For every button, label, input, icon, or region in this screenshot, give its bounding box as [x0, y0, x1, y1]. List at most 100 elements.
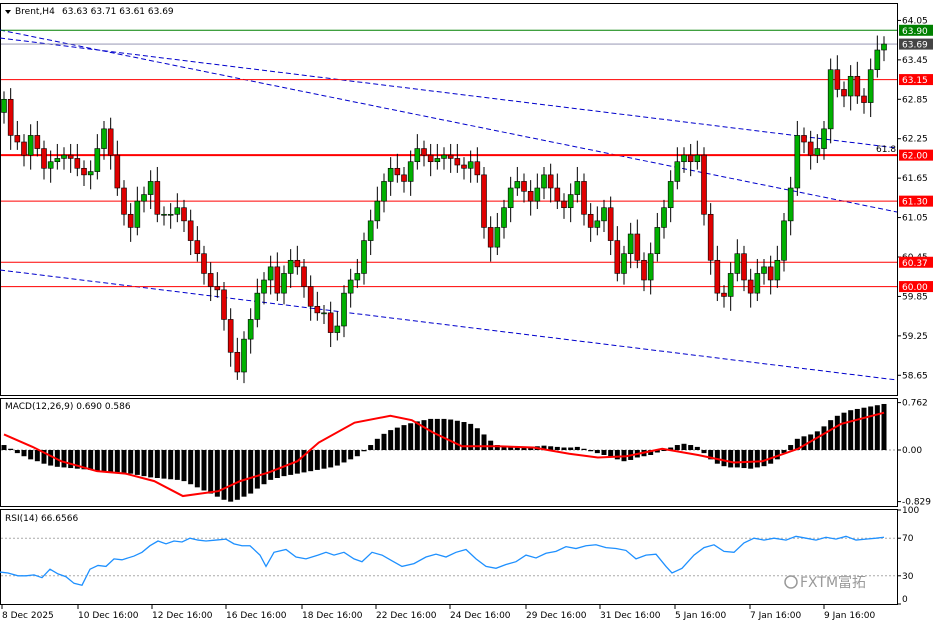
candle: [541, 166, 547, 200]
candle: [487, 216, 494, 262]
candle: [701, 147, 707, 226]
candle: [381, 173, 387, 213]
macd-histogram-bar: [568, 447, 574, 451]
candle: [747, 268, 754, 308]
rsi-panel-frame: [0, 509, 898, 605]
candle: [561, 193, 567, 219]
macd-histogram-bar: [461, 422, 467, 451]
price-tick-label: 62.85: [902, 95, 928, 105]
candle: [274, 252, 281, 302]
candle-body: [314, 305, 321, 314]
candle-body: [307, 286, 314, 307]
macd-histogram-bar: [234, 450, 240, 500]
macd-histogram-bar: [881, 403, 887, 451]
candle-body: [607, 207, 614, 241]
level-tag-label: 60.00: [902, 283, 928, 293]
candle-body: [847, 75, 854, 97]
candle: [134, 186, 141, 236]
candle: [621, 245, 627, 285]
macd-histogram-bar: [228, 450, 234, 502]
candlesticks: [1, 35, 887, 384]
candle: [667, 170, 674, 223]
candle-body: [747, 279, 754, 294]
macd-histogram-bar: [274, 450, 280, 479]
time-tick-label: 9 Jan 16:00: [824, 611, 876, 621]
candle: [734, 239, 741, 282]
macd-histogram-bar: [348, 450, 354, 460]
macd-histogram-bar: [268, 450, 274, 480]
candle-body: [434, 158, 441, 163]
rsi-tick-label: 0: [902, 595, 908, 605]
macd-histogram-bar: [548, 446, 554, 451]
candle: [594, 206, 601, 236]
macd-histogram-bar: [134, 450, 140, 475]
rsi-tick-label: 100: [902, 506, 919, 516]
level-tag: [899, 74, 933, 86]
candle-body: [661, 207, 667, 228]
candle: [167, 203, 174, 229]
candle: [741, 245, 747, 292]
candle: [74, 143, 81, 177]
candle-body: [21, 141, 27, 156]
candle: [47, 150, 54, 183]
candle-body: [107, 128, 114, 156]
macd-histogram-bar: [314, 450, 320, 470]
candle-body: [61, 154, 67, 159]
candle-body: [827, 69, 834, 130]
candle-body: [187, 220, 194, 241]
candle-body: [241, 338, 247, 373]
candle: [567, 183, 574, 223]
candle: [474, 147, 481, 183]
macd-histogram-bar: [388, 430, 394, 451]
candle: [574, 166, 581, 203]
candle-body: [874, 49, 881, 71]
candle: [427, 143, 434, 177]
candle-body: [194, 240, 201, 255]
macd-histogram-bar: [14, 450, 20, 454]
macd-histogram-bar: [448, 419, 454, 451]
candle: [127, 203, 134, 242]
macd-histogram-bar: [161, 450, 167, 479]
candle-body: [601, 207, 607, 222]
candle: [314, 291, 321, 321]
chart-header: Brent,H4 63.63 63.71 63.61 63.69: [5, 7, 174, 17]
macd-histogram-bar: [114, 450, 120, 473]
candle-body: [581, 181, 587, 215]
candle-body: [374, 200, 381, 222]
candle: [367, 209, 374, 256]
macd-histogram-bar: [421, 420, 427, 451]
macd-histogram-bar: [814, 431, 820, 451]
candle-body: [34, 135, 41, 149]
candle: [881, 36, 887, 62]
dropdown-triangle-icon[interactable]: [5, 10, 11, 14]
candle: [394, 153, 401, 183]
watermark: FXTM富拓: [784, 574, 866, 591]
macd-histogram-bar: [481, 434, 487, 451]
candle: [287, 249, 294, 288]
candle: [461, 157, 467, 180]
candle-body: [567, 194, 574, 209]
macd-histogram-bar: [554, 446, 560, 451]
macd-histogram-bar: [708, 450, 714, 460]
current-price-tag-label: 63.69: [902, 41, 928, 51]
macd-histogram-bar: [321, 450, 327, 469]
candle: [587, 203, 594, 242]
candle: [447, 143, 454, 173]
candle-body: [407, 161, 414, 182]
candle: [781, 212, 787, 272]
candle-body: [627, 233, 634, 255]
macd-histogram-bar: [101, 450, 107, 472]
macd-histogram-bar: [741, 450, 747, 469]
candle-body: [87, 171, 94, 176]
top-level-tag: [899, 24, 933, 36]
macd-histogram-bar: [854, 408, 860, 451]
candle-body: [7, 98, 14, 136]
candle: [247, 308, 254, 354]
candle-body: [94, 148, 101, 172]
candle: [81, 160, 87, 187]
macd-histogram-bar: [834, 415, 840, 451]
candle: [481, 166, 487, 239]
candle-body: [654, 227, 661, 255]
candle: [441, 147, 447, 170]
